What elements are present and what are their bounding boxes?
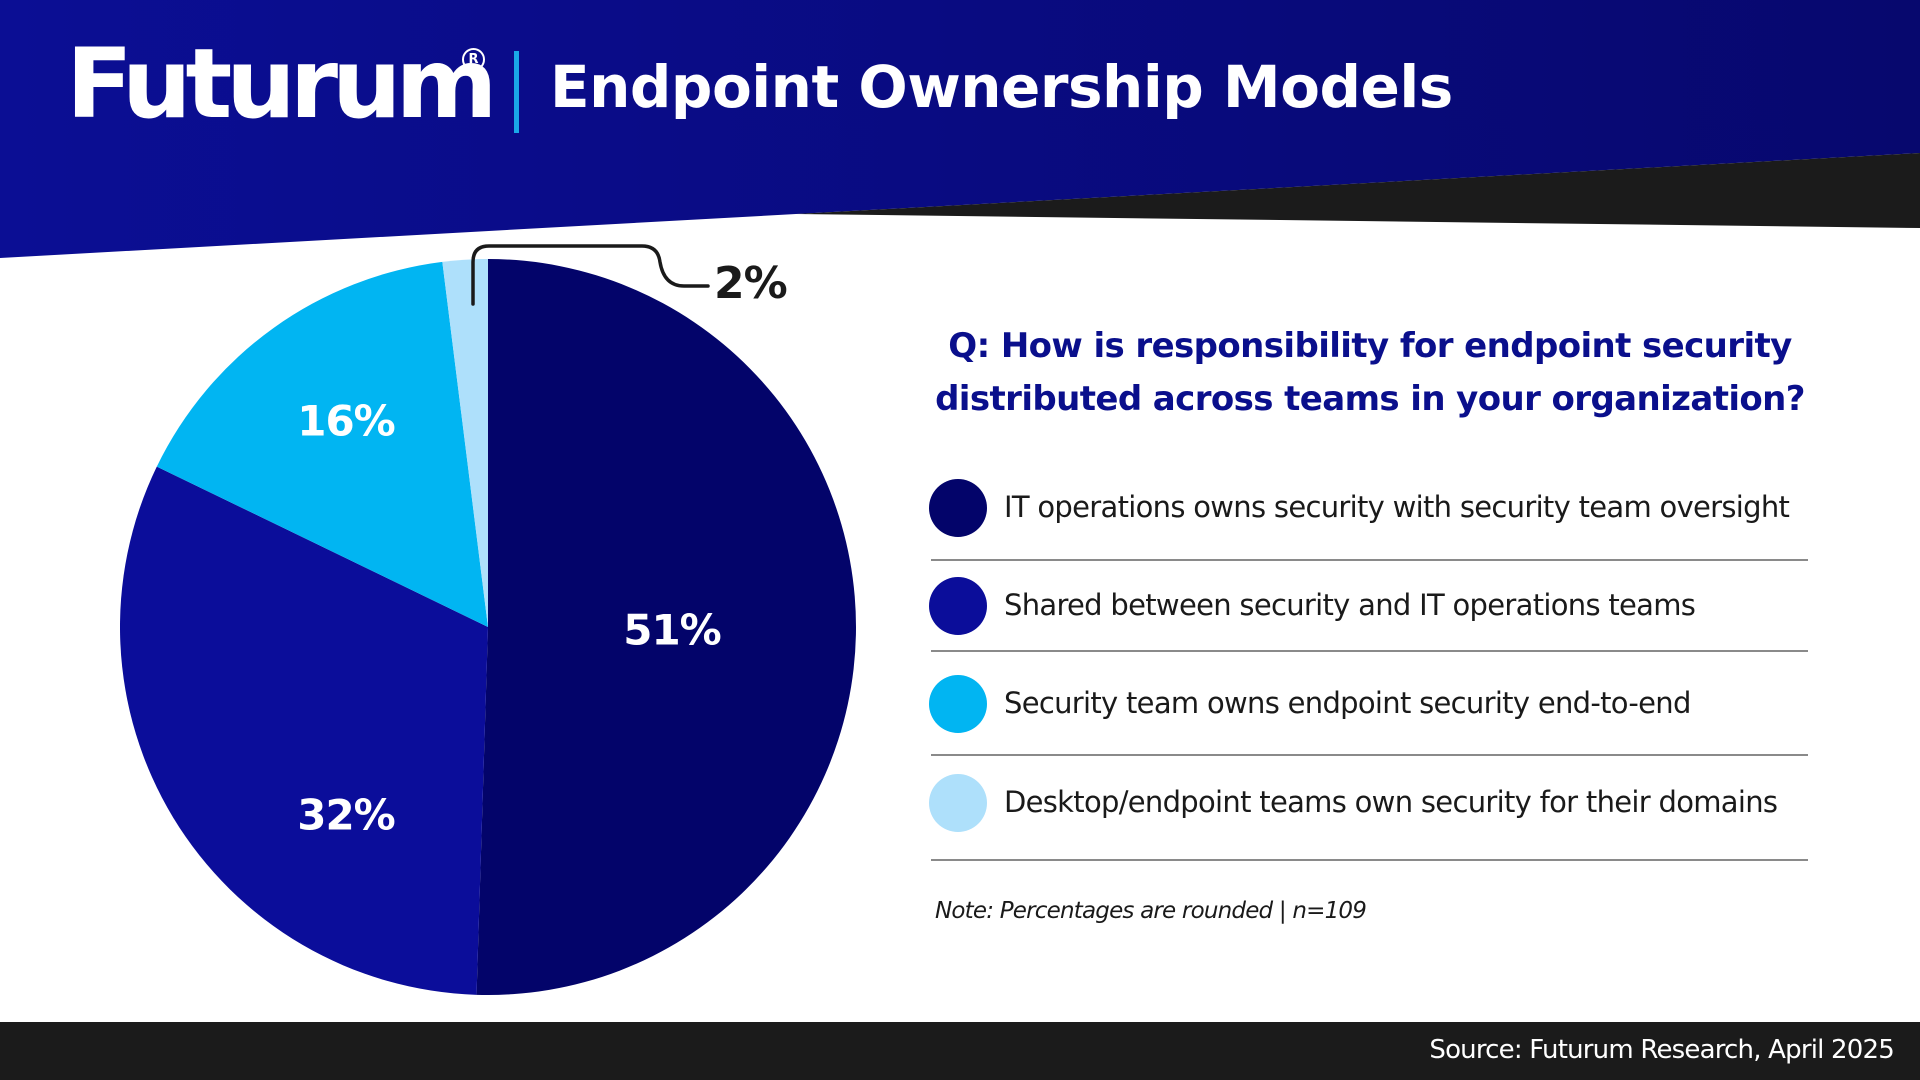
pie-slice-desktop-teams bbox=[442, 259, 488, 627]
legend-item: Shared between security and IT operation… bbox=[929, 576, 1809, 636]
survey-question: Q: How is responsibility for endpoint se… bbox=[930, 320, 1810, 426]
legend-swatch-cyan bbox=[929, 675, 987, 733]
pie-slice-it-ops bbox=[476, 259, 856, 995]
pie-chart bbox=[119, 259, 856, 995]
page-title: Endpoint Ownership Models bbox=[550, 53, 1453, 121]
question-line-1: Q: How is responsibility for endpoint se… bbox=[948, 326, 1792, 366]
source-text: Source: Futurum Research, April 2025 bbox=[1429, 1035, 1894, 1065]
header-dark-wedge bbox=[796, 153, 1920, 228]
legend-divider bbox=[931, 859, 1808, 861]
footer-bar: Source: Futurum Research, April 2025 bbox=[0, 1022, 1920, 1080]
legend-item: IT operations owns security with securit… bbox=[929, 478, 1809, 538]
pie-slice-security-team bbox=[156, 261, 489, 627]
legend-divider bbox=[931, 754, 1808, 756]
legend-swatch-dark-navy bbox=[929, 479, 987, 537]
pie-label-16: 16% bbox=[297, 396, 396, 446]
registered-trademark-icon: R bbox=[462, 48, 485, 71]
legend-item: Security team owns endpoint security end… bbox=[929, 674, 1809, 734]
footnote: Note: Percentages are rounded | n=109 bbox=[935, 898, 1367, 924]
legend-label: Security team owns endpoint security end… bbox=[1004, 686, 1691, 720]
pie-slice-shared bbox=[119, 466, 488, 995]
question-line-2: distributed across teams in your organiz… bbox=[935, 379, 1805, 419]
header-separator bbox=[514, 51, 519, 133]
legend-label: Desktop/endpoint teams own security for … bbox=[1004, 785, 1778, 819]
legend-item: Desktop/endpoint teams own security for … bbox=[929, 773, 1809, 833]
legend-swatch-royal-blue bbox=[929, 577, 987, 635]
pie-label-51: 51% bbox=[623, 605, 722, 655]
legend-divider bbox=[931, 650, 1808, 652]
pie-label-32: 32% bbox=[297, 790, 396, 840]
callout-bracket bbox=[471, 244, 710, 306]
legend-label: IT operations owns security with securit… bbox=[1004, 490, 1790, 524]
futurum-logo: Futurum bbox=[66, 28, 498, 140]
legend-divider bbox=[931, 559, 1808, 561]
legend-swatch-light-blue bbox=[929, 774, 987, 832]
pie-label-2: 2% bbox=[714, 258, 788, 309]
legend-label: Shared between security and IT operation… bbox=[1004, 588, 1696, 622]
